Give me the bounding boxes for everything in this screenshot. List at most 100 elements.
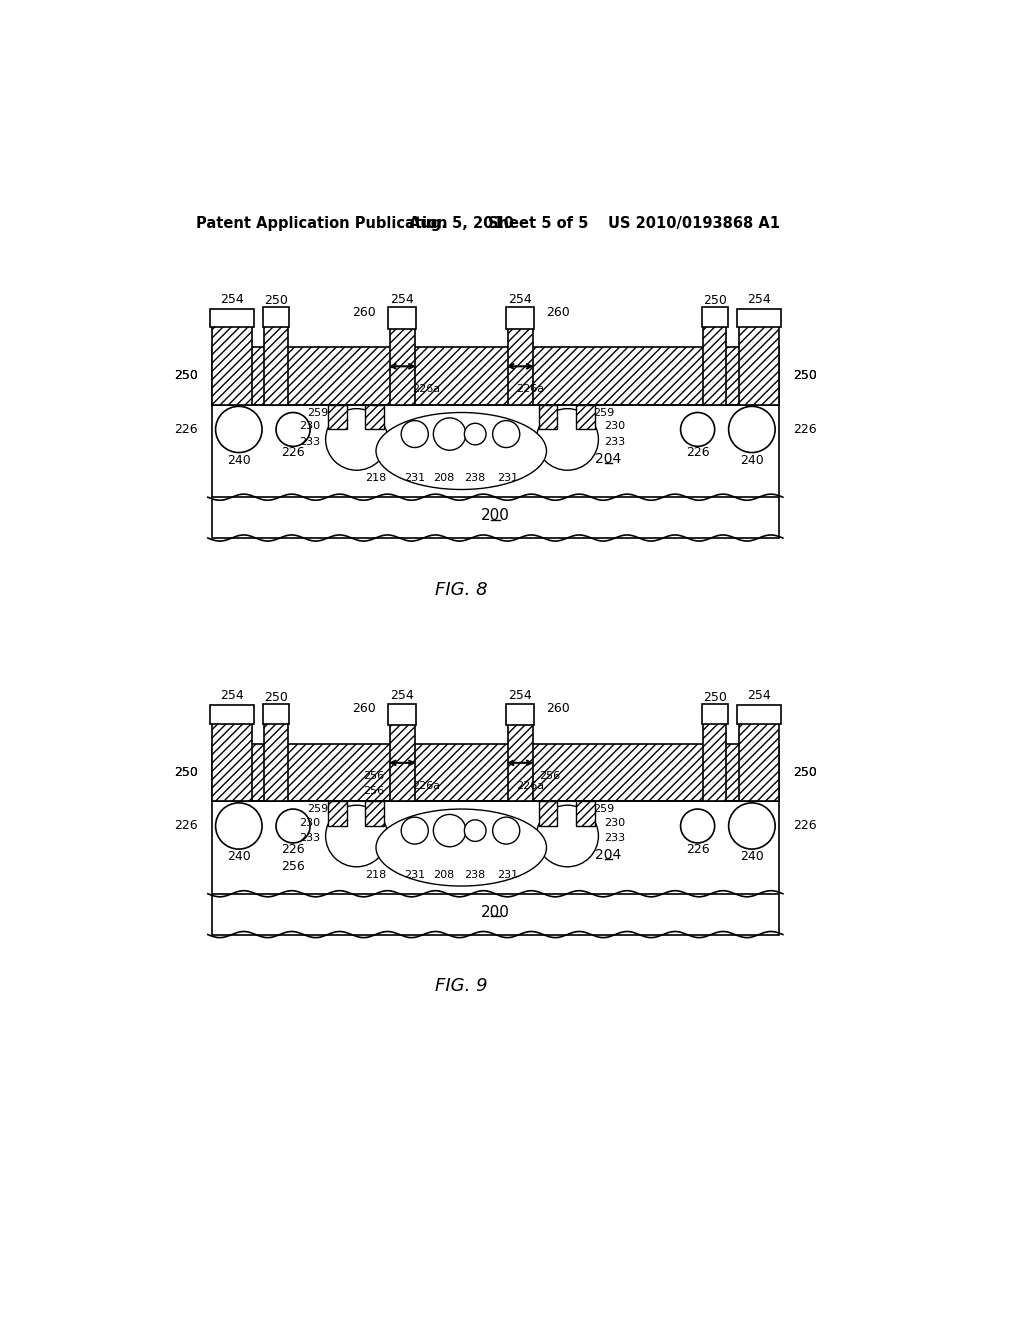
Text: 240: 240 — [740, 850, 764, 863]
Bar — [390, 326, 415, 405]
Text: 250: 250 — [174, 766, 198, 779]
Ellipse shape — [464, 424, 486, 445]
Text: 240: 240 — [227, 454, 251, 467]
Text: Sheet 5 of 5: Sheet 5 of 5 — [487, 216, 588, 231]
Text: 256: 256 — [539, 771, 560, 781]
Bar — [388, 704, 417, 725]
Bar — [212, 347, 779, 405]
Bar — [508, 722, 532, 801]
Ellipse shape — [326, 805, 388, 867]
Bar — [264, 721, 288, 801]
Text: 226: 226 — [174, 820, 198, 833]
Text: 230: 230 — [299, 421, 321, 432]
Text: 250: 250 — [793, 766, 817, 779]
Circle shape — [681, 809, 715, 843]
Text: 254: 254 — [508, 293, 532, 306]
Text: 240: 240 — [227, 850, 251, 863]
Text: 260: 260 — [547, 702, 570, 715]
Text: 254: 254 — [746, 689, 771, 702]
Text: 250: 250 — [174, 766, 198, 779]
Bar — [328, 405, 346, 429]
Text: 204: 204 — [595, 451, 622, 466]
Text: 200: 200 — [481, 508, 510, 523]
Text: 250: 250 — [793, 370, 817, 381]
Ellipse shape — [433, 814, 466, 847]
Text: Aug. 5, 2010: Aug. 5, 2010 — [409, 216, 513, 231]
Circle shape — [276, 809, 310, 843]
Bar — [539, 405, 557, 429]
Text: 260: 260 — [547, 306, 570, 319]
Ellipse shape — [433, 418, 466, 450]
Text: 238: 238 — [465, 870, 485, 879]
Bar — [212, 722, 252, 801]
Text: 218: 218 — [366, 473, 387, 483]
Bar — [506, 704, 535, 725]
Bar — [210, 309, 254, 327]
Bar — [212, 894, 779, 935]
Text: 226: 226 — [793, 820, 816, 833]
Bar — [738, 722, 779, 801]
Text: 250: 250 — [702, 690, 727, 704]
Text: 256: 256 — [362, 787, 384, 796]
Bar — [575, 801, 595, 826]
Bar — [703, 323, 726, 405]
Text: 230: 230 — [299, 818, 321, 828]
Ellipse shape — [493, 421, 520, 447]
Bar — [508, 326, 532, 405]
Bar — [738, 326, 779, 405]
Text: 226a: 226a — [516, 384, 545, 395]
Text: 254: 254 — [746, 293, 771, 306]
Circle shape — [681, 412, 715, 446]
Bar — [737, 309, 780, 327]
Bar — [366, 801, 384, 826]
Circle shape — [216, 803, 262, 849]
Text: 259: 259 — [307, 804, 328, 814]
Text: 254: 254 — [220, 689, 244, 702]
Bar — [701, 704, 728, 723]
Text: 240: 240 — [740, 454, 764, 467]
Ellipse shape — [537, 409, 598, 470]
Circle shape — [729, 407, 775, 453]
Bar — [703, 721, 726, 801]
Bar — [212, 743, 779, 801]
Text: 230: 230 — [604, 818, 625, 828]
Text: 204: 204 — [595, 849, 622, 862]
Text: 226: 226 — [282, 446, 305, 459]
Ellipse shape — [401, 817, 428, 843]
Text: 218: 218 — [366, 870, 387, 879]
Text: 226: 226 — [686, 842, 710, 855]
Circle shape — [276, 412, 310, 446]
Ellipse shape — [376, 412, 547, 490]
Text: US 2010/0193868 A1: US 2010/0193868 A1 — [608, 216, 780, 231]
Bar — [506, 308, 535, 329]
Text: 260: 260 — [352, 702, 376, 715]
Ellipse shape — [376, 809, 547, 886]
Text: 233: 233 — [299, 833, 321, 843]
Text: 231: 231 — [498, 473, 518, 483]
Text: 226a: 226a — [412, 781, 439, 791]
Bar — [701, 308, 728, 327]
Bar — [263, 704, 289, 723]
Text: 250: 250 — [174, 370, 198, 381]
Text: 238: 238 — [465, 473, 485, 483]
Text: 250: 250 — [702, 294, 727, 308]
Ellipse shape — [537, 805, 598, 867]
Bar — [539, 801, 557, 826]
Bar — [263, 308, 289, 327]
Text: 254: 254 — [390, 689, 415, 702]
Text: 233: 233 — [604, 833, 625, 843]
Text: 250: 250 — [793, 370, 817, 381]
Bar — [212, 498, 779, 539]
Text: 231: 231 — [404, 473, 425, 483]
Text: 254: 254 — [508, 689, 532, 702]
Ellipse shape — [326, 409, 388, 470]
Circle shape — [216, 407, 262, 453]
Text: 226: 226 — [174, 422, 198, 436]
Text: 208: 208 — [433, 473, 455, 483]
Text: 233: 233 — [299, 437, 321, 446]
Text: 254: 254 — [390, 293, 415, 306]
Text: 259: 259 — [593, 408, 614, 417]
Text: 250: 250 — [264, 294, 288, 308]
Circle shape — [729, 803, 775, 849]
Text: 208: 208 — [433, 870, 455, 879]
